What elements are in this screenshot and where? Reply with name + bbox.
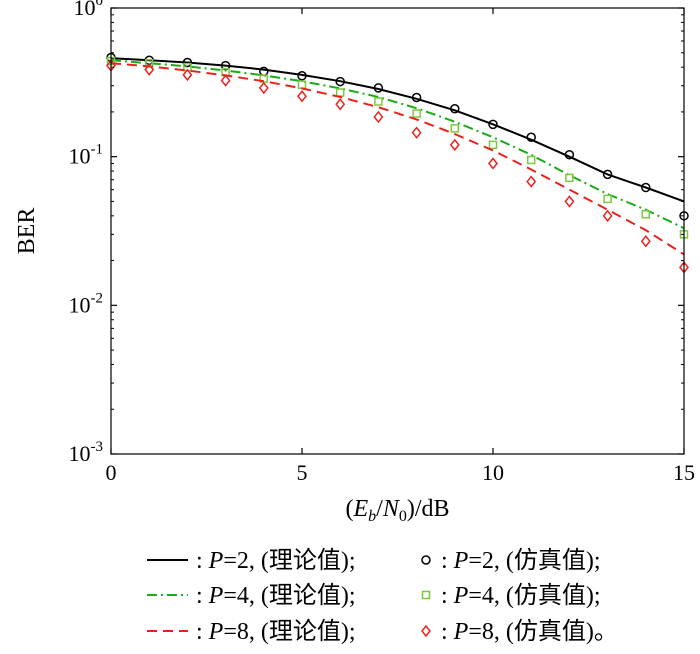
data-point-s1-11 [526, 132, 536, 143]
data-point-s3-14 [641, 209, 651, 219]
data-point-s3-10 [488, 140, 498, 150]
data-point-s1-7 [373, 83, 384, 93]
data-point-s5-5 [297, 90, 307, 103]
series-line-0 [111, 57, 684, 203]
legend-label: : P=4, (仿真值); [441, 582, 601, 609]
data-point-s5-1 [144, 63, 155, 76]
data-point-s1-8 [411, 92, 422, 103]
data-point-s3-13 [603, 194, 612, 204]
series-line-4 [111, 62, 684, 256]
data-point-s1-4 [259, 66, 269, 77]
data-point-s1-10 [488, 119, 498, 130]
x-axis-label: (Eb/N0)/dB [345, 496, 449, 525]
data-point-s5-4 [258, 81, 269, 95]
data-point-s5-12 [564, 195, 575, 208]
legend-label: : P=2, (理论值); [196, 547, 356, 574]
legend-label: : P=8, (理论值); [196, 618, 356, 645]
legend-item-0: : P=2, (理论值); [147, 547, 356, 574]
data-point-s5-7 [373, 110, 384, 124]
legend-item-5: : P=8, (仿真值)。 [421, 618, 618, 645]
legend-swatch [421, 590, 431, 600]
x-tick-label: 0 [106, 460, 117, 485]
axes [110, 7, 685, 455]
legend-item-3: : P=4, (仿真值); [421, 582, 601, 609]
data-point-s1-9 [450, 104, 460, 114]
legend-label: : P=2, (仿真值); [441, 547, 601, 574]
legend-label: : P=4, (理论值); [196, 582, 356, 609]
x-tick-label: 15 [673, 460, 695, 485]
data-point-s3-7 [374, 97, 383, 106]
data-point-s3-11 [526, 155, 536, 165]
legend-item-2: : P=4, (理论值); [147, 582, 356, 609]
data-point-s1-13 [602, 169, 613, 180]
y-tick-label: 10-2 [69, 290, 104, 317]
data-point-s5-11 [526, 175, 537, 188]
data-point-s1-6 [335, 76, 345, 87]
data-point-s3-12 [565, 173, 574, 183]
data-point-s1-14 [641, 182, 651, 193]
data-point-s1-12 [564, 150, 575, 160]
plot-frame [110, 7, 685, 455]
data-point-s3-9 [450, 124, 460, 133]
legend-swatch [421, 624, 431, 638]
data-point-s5-14 [640, 235, 651, 248]
y-tick-label: 10-1 [69, 142, 104, 169]
data-point-s3-8 [412, 109, 421, 118]
y-axis-label: BER [14, 208, 40, 255]
data-point-s5-2 [182, 68, 193, 82]
data-point-s5-10 [488, 157, 498, 170]
y-tick-label: 100 [74, 0, 104, 20]
legend-label: : P=8, (仿真值)。 [441, 618, 618, 645]
data-point-s1-5 [297, 71, 307, 81]
data-point-s1-2 [182, 57, 193, 68]
data-point-s5-13 [602, 209, 613, 223]
x-tick-label: 10 [482, 460, 504, 485]
plot-area [106, 52, 689, 274]
y-tick-label: 10-3 [69, 439, 104, 466]
axis-labels: 0 5 10 15 100 10-1 10-2 10-3 BER (Eb/N0)/dB [14, 0, 695, 525]
legend-swatch [421, 555, 431, 565]
data-point-s5-6 [335, 98, 346, 111]
x-tick-label: 5 [297, 460, 308, 485]
series-line-2 [111, 59, 684, 230]
data-point-s5-3 [220, 74, 231, 87]
data-point-s3-6 [335, 88, 345, 97]
legend-item-1: : P=2, (仿真值); [421, 547, 601, 574]
legend: : P=2, (理论值); : P=2, (仿真值); : P=4, (理论值);:… [147, 547, 618, 645]
data-point-s5-8 [411, 126, 422, 139]
data-point-s5-9 [449, 138, 460, 152]
legend-item-4: : P=8, (理论值); [147, 618, 356, 645]
